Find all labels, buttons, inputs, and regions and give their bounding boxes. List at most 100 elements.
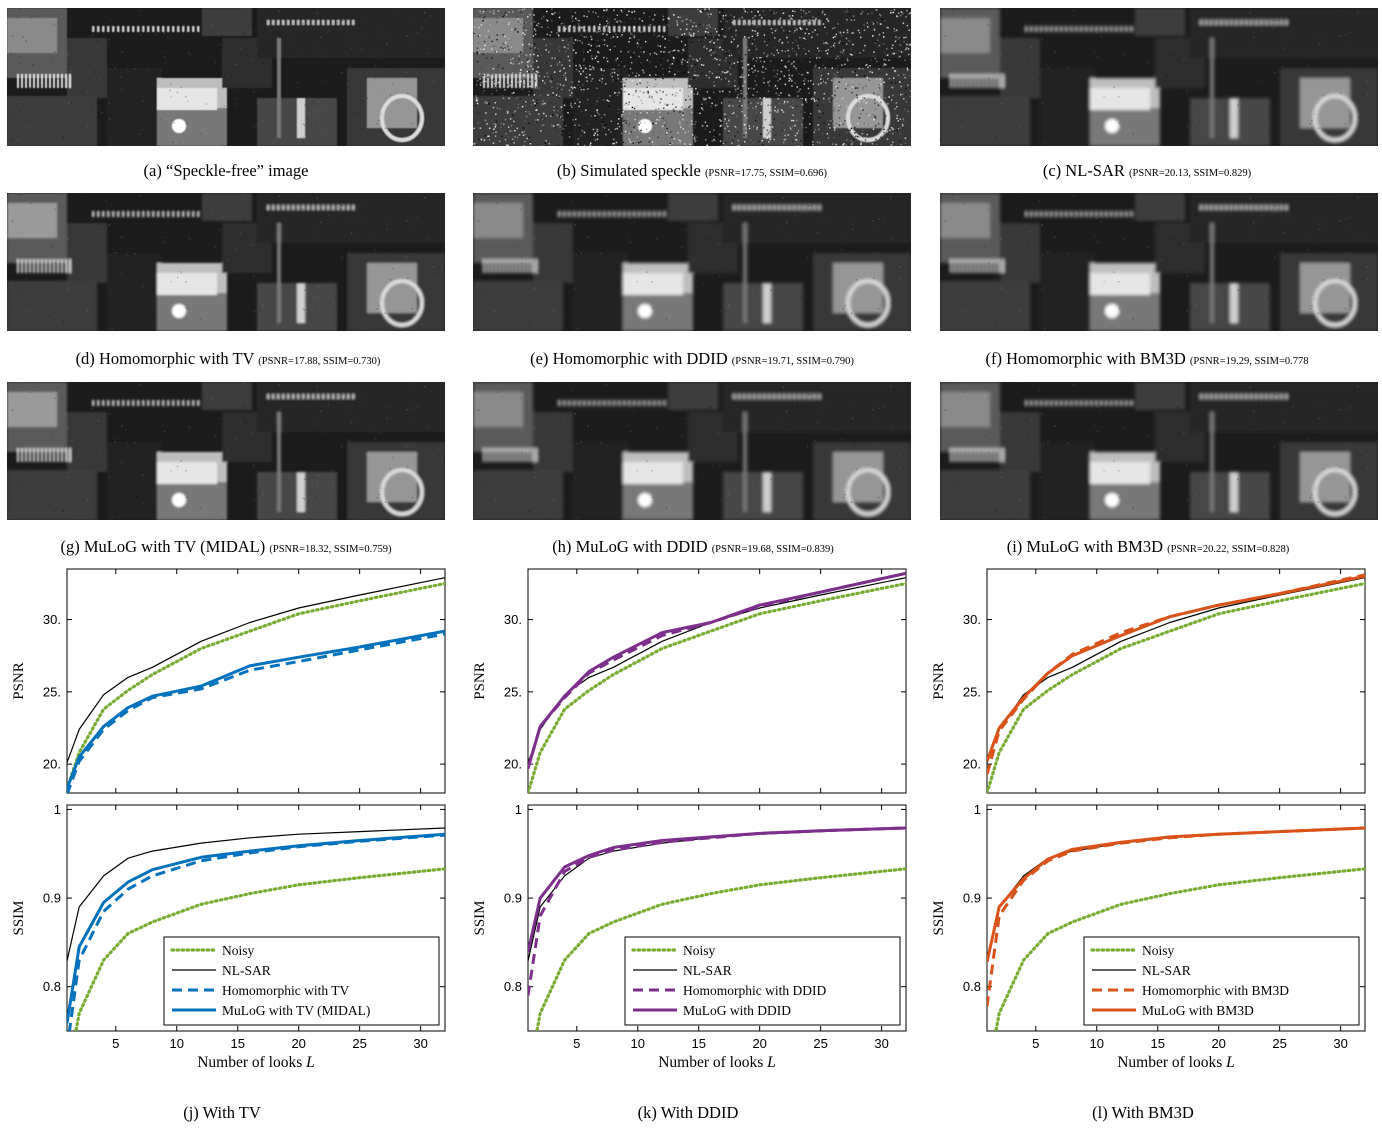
x-tick-label: 10 bbox=[1090, 1036, 1104, 1051]
caption-g: (g) MuLoG with TV (MIDAL) (PSNR=18.32, S… bbox=[0, 537, 456, 557]
caption-metrics: (PSNR=19.71, SSIM=0.790) bbox=[731, 356, 854, 367]
y-tick-label: 0.9 bbox=[963, 891, 981, 906]
caption-label: (a) bbox=[143, 161, 162, 180]
y-tick-label: 1 bbox=[515, 802, 522, 817]
caption-label: (i) bbox=[1006, 537, 1023, 556]
legend-entry: NL-SAR bbox=[683, 963, 732, 978]
x-tick-label: 25 bbox=[813, 1036, 827, 1051]
y-tick-label: 30. bbox=[504, 612, 522, 627]
caption-d: (d) Homomorphic with TV (PSNR=17.88, SSI… bbox=[0, 349, 458, 369]
series-line bbox=[67, 827, 445, 962]
caption-metrics: (PSNR=17.88, SSIM=0.730) bbox=[258, 356, 381, 367]
image-homomorphic-tv bbox=[7, 193, 445, 331]
caption-text: With DDID bbox=[660, 1103, 739, 1122]
image-nl-sar bbox=[940, 8, 1378, 146]
legend-entry: Homomorphic with BM3D bbox=[1142, 983, 1289, 998]
image-mulog-bm3d bbox=[940, 382, 1378, 520]
image-homomorphic-ddid bbox=[473, 193, 911, 331]
caption-text: MuLoG with DDID bbox=[575, 537, 708, 556]
caption-text: With BM3D bbox=[1111, 1103, 1194, 1122]
y-axis-label: PSNR bbox=[472, 662, 488, 700]
series-line bbox=[67, 629, 445, 790]
plot-frame bbox=[986, 804, 1366, 1032]
caption-a: (a) “Speckle-free” image bbox=[0, 161, 456, 181]
x-tick-label: 15 bbox=[691, 1036, 705, 1051]
y-axis-label: SSIM bbox=[11, 900, 27, 935]
caption-metrics: (PSNR=19.68, SSIM=0.839) bbox=[711, 544, 834, 555]
image-homomorphic-bm3d bbox=[940, 193, 1378, 331]
caption-label: (b) bbox=[556, 161, 577, 180]
caption-metrics: (PSNR=17.75, SSIM=0.696) bbox=[704, 168, 828, 179]
x-tick-label: 5 bbox=[573, 1036, 580, 1051]
x-axis-label: Number of looks L bbox=[197, 1054, 315, 1071]
caption-l: (l) With BM3D bbox=[913, 1103, 1373, 1123]
caption-label: (f) bbox=[985, 349, 1002, 368]
series-line bbox=[67, 581, 445, 791]
caption-text: With TV bbox=[202, 1103, 261, 1122]
caption-metrics: (PSNR=20.13, SSIM=0.829) bbox=[1129, 168, 1252, 179]
y-tick-label: 25. bbox=[43, 684, 61, 699]
caption-label: (j) bbox=[183, 1103, 199, 1122]
y-tick-label: 0.8 bbox=[504, 979, 522, 994]
caption-metrics: (PSNR=18.32, SSIM=0.759) bbox=[269, 544, 392, 555]
series-line bbox=[535, 867, 906, 1031]
x-axis-label: Number of looks L bbox=[1117, 1054, 1235, 1071]
caption-text: Homomorphic with BM3D bbox=[1006, 349, 1186, 368]
x-tick-label: 10 bbox=[170, 1036, 184, 1051]
y-tick-label: 20. bbox=[504, 757, 522, 772]
caption-label: (c) bbox=[1042, 161, 1062, 180]
x-tick-label: 20 bbox=[752, 1036, 766, 1051]
caption-label: (l) bbox=[1092, 1103, 1108, 1122]
legend-entry: MuLoG with TV (MIDAL) bbox=[222, 1003, 370, 1018]
y-tick-label: 20. bbox=[43, 757, 61, 772]
y-tick-label: 0.8 bbox=[43, 979, 61, 994]
plot-frame bbox=[66, 568, 446, 794]
caption-text: “Speckle-free” image bbox=[166, 161, 309, 180]
caption-f: (f) Homomorphic with BM3D (PSNR=19.29, S… bbox=[917, 349, 1377, 369]
series-line bbox=[528, 577, 906, 763]
y-tick-label: 0.9 bbox=[504, 891, 522, 906]
series-line bbox=[528, 581, 906, 793]
caption-text: Homomorphic with DDID bbox=[552, 349, 728, 368]
y-tick-label: 30. bbox=[963, 612, 981, 627]
plot-frame bbox=[986, 568, 1366, 794]
legend-entry: Homomorphic with DDID bbox=[683, 983, 826, 998]
caption-k: (k) With DDID bbox=[458, 1103, 918, 1123]
caption-text: MuLoG with TV (MIDAL) bbox=[83, 537, 266, 556]
caption-label: (k) bbox=[637, 1103, 657, 1122]
caption-metrics: (PSNR=19.29, SSIM=0.778 bbox=[1189, 356, 1309, 367]
y-axis-label: PSNR bbox=[11, 662, 27, 700]
caption-h: (h) MuLoG with DDID (PSNR=19.68, SSIM=0.… bbox=[463, 537, 923, 557]
y-tick-label: 25. bbox=[963, 684, 981, 699]
y-axis-label: SSIM bbox=[931, 900, 947, 935]
caption-c: (c) NL-SAR (PSNR=20.13, SSIM=0.829) bbox=[917, 161, 1377, 181]
caption-text: Simulated speckle bbox=[580, 161, 701, 180]
legend-entry: Noisy bbox=[222, 943, 255, 958]
caption-label: (h) bbox=[552, 537, 572, 556]
caption-label: (d) bbox=[75, 349, 95, 368]
x-tick-label: 5 bbox=[1032, 1036, 1039, 1051]
x-tick-label: 20 bbox=[1211, 1036, 1225, 1051]
legend-entry: MuLoG with DDID bbox=[683, 1003, 791, 1018]
caption-label: (g) bbox=[60, 537, 80, 556]
y-tick-label: 0.9 bbox=[43, 891, 61, 906]
image-simulated-speckle bbox=[473, 8, 911, 146]
series-line bbox=[987, 581, 1365, 793]
y-tick-label: 20. bbox=[963, 757, 981, 772]
legend-entry: Noisy bbox=[1142, 943, 1175, 958]
plot-frame bbox=[66, 804, 446, 1032]
caption-j: (j) With TV bbox=[0, 1103, 452, 1123]
series-line bbox=[528, 571, 906, 769]
x-tick-label: 15 bbox=[230, 1036, 244, 1051]
plot-frame bbox=[527, 568, 907, 794]
y-axis-label: SSIM bbox=[472, 900, 488, 935]
caption-e: (e) Homomorphic with DDID (PSNR=19.71, S… bbox=[462, 349, 922, 369]
y-tick-label: 0.8 bbox=[963, 979, 981, 994]
x-axis-label: Number of looks L bbox=[658, 1054, 776, 1071]
x-tick-label: 10 bbox=[631, 1036, 645, 1051]
image-mulog-tv bbox=[7, 382, 445, 520]
image-speckle-free bbox=[7, 8, 445, 146]
legend-entry: NL-SAR bbox=[222, 963, 271, 978]
legend-entry: Noisy bbox=[683, 943, 716, 958]
